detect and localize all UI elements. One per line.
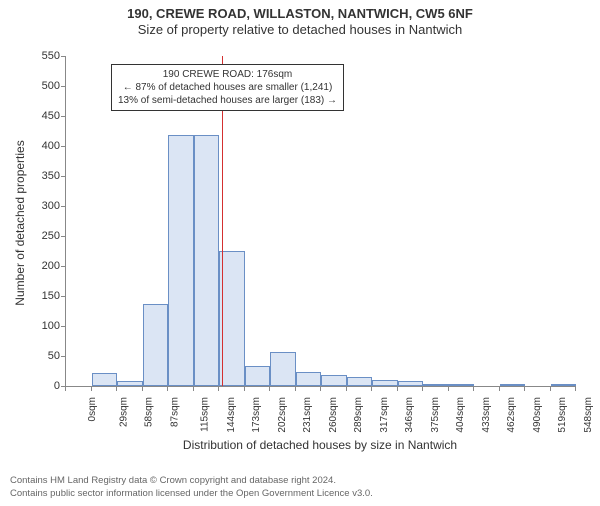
histogram-bar [321, 375, 347, 386]
chart-title-line1: 190, CREWE ROAD, WILLASTON, NANTWICH, CW… [0, 6, 600, 21]
xtick-label: 548sqm [583, 397, 594, 433]
histogram-bar [245, 366, 271, 386]
ytick-label: 200 [30, 260, 60, 272]
xtick-label: 519sqm [557, 397, 568, 433]
histogram-bar [219, 251, 245, 386]
ytick-label: 450 [30, 110, 60, 122]
xtick-label: 87sqm [169, 397, 180, 427]
chart-title-line2: Size of property relative to detached ho… [0, 22, 600, 37]
xtick-label: 173sqm [251, 397, 262, 433]
annotation-line3: 13% of semi-detached houses are larger (… [118, 94, 337, 107]
xtick-label: 58sqm [144, 397, 155, 427]
xaxis-ticks: 0sqm 29sqm 58sqm 87sqm 115sqm 144sqm 173sqm 202… [65, 391, 575, 441]
annotation-box: 190 CREWE ROAD: 176sqm ← 87% of detached… [111, 64, 344, 111]
histogram-bar [270, 352, 296, 386]
xtick-label: 115sqm [199, 397, 210, 432]
xtick-label: 346sqm [404, 397, 415, 433]
histogram-bar [143, 304, 169, 386]
footer-line2: Contains public sector information licen… [10, 488, 373, 500]
xtick-label: 462sqm [506, 397, 517, 433]
xtick-mark [575, 386, 576, 391]
xtick-label: 433sqm [481, 397, 492, 433]
annotation-line2: ← 87% of detached houses are smaller (1,… [118, 81, 337, 94]
ytick-label: 50 [30, 350, 60, 362]
xtick-label: 29sqm [118, 397, 129, 427]
histogram-bar [168, 135, 194, 386]
histogram-bar [296, 372, 322, 386]
xtick-label: 375sqm [430, 397, 441, 433]
ytick-label: 550 [30, 50, 60, 62]
ytick-label: 100 [30, 320, 60, 332]
histogram-bar [347, 377, 373, 386]
footer: Contains HM Land Registry data © Crown c… [10, 475, 373, 500]
xtick-label: 490sqm [532, 397, 543, 433]
plot-area: 190 CREWE ROAD: 176sqm ← 87% of detached… [65, 56, 576, 387]
xtick-label: 144sqm [226, 397, 237, 433]
xtick-label: 231sqm [302, 397, 313, 433]
ytick-label: 500 [30, 80, 60, 92]
ytick-label: 250 [30, 230, 60, 242]
xaxis-title: Distribution of detached houses by size … [65, 438, 575, 452]
ytick-label: 0 [30, 380, 60, 392]
xtick-label: 202sqm [277, 397, 288, 433]
yaxis-ticks: 050100150200250300350400450500550 [30, 56, 60, 386]
xtick-label: 0sqm [87, 397, 98, 421]
histogram-bar [194, 135, 220, 386]
xtick-label: 317sqm [379, 397, 390, 433]
ytick-label: 150 [30, 290, 60, 302]
footer-line1: Contains HM Land Registry data © Crown c… [10, 475, 373, 487]
ytick-label: 300 [30, 200, 60, 212]
annotation-line1: 190 CREWE ROAD: 176sqm [118, 68, 337, 81]
histogram-bar [92, 373, 118, 386]
xtick-label: 260sqm [328, 397, 339, 433]
xtick-label: 289sqm [353, 397, 364, 433]
xtick-label: 404sqm [455, 397, 466, 433]
ytick-label: 350 [30, 170, 60, 182]
ytick-label: 400 [30, 140, 60, 152]
